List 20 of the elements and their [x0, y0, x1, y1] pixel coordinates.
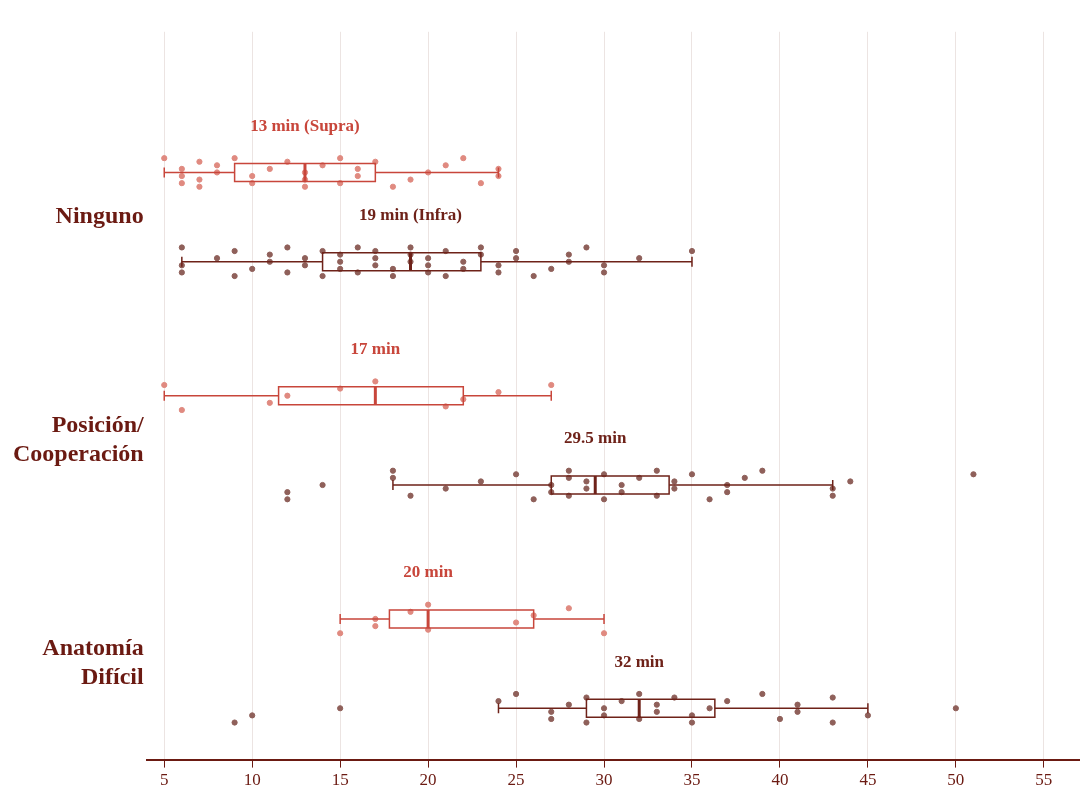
annotation: 17 min — [350, 339, 401, 359]
annotation: 20 min — [403, 562, 454, 582]
y-tick-label: Ninguno — [55, 202, 144, 229]
x-tick-label: 30 — [595, 770, 613, 790]
annotation: 19 min (Infra) — [359, 205, 462, 225]
x-tick-label: 35 — [683, 770, 701, 790]
x-tick-label: 15 — [331, 770, 349, 790]
annotation: 13 min (Supra) — [250, 115, 360, 135]
x-tick-label: 25 — [507, 770, 525, 790]
x-tick-label: 40 — [771, 770, 789, 790]
y-tick-label: Anatomía Difícil — [42, 634, 144, 690]
x-tick-label: 20 — [419, 770, 437, 790]
annotation: 29.5 min — [564, 428, 627, 448]
x-tick-label: 45 — [859, 770, 877, 790]
x-tick-label: 10 — [243, 770, 261, 790]
annotation: 32 min — [614, 651, 665, 671]
y-tick-label: Posición/ Cooperación — [13, 411, 144, 466]
x-tick-label: 5 — [159, 770, 169, 790]
x-tick-label: 55 — [1035, 770, 1053, 790]
x-tick-label: 50 — [947, 770, 965, 790]
